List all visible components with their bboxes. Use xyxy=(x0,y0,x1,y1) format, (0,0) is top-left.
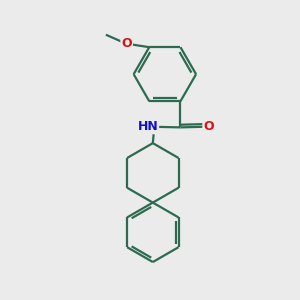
Text: O: O xyxy=(203,120,214,133)
Text: HN: HN xyxy=(137,120,158,133)
Text: O: O xyxy=(122,37,132,50)
